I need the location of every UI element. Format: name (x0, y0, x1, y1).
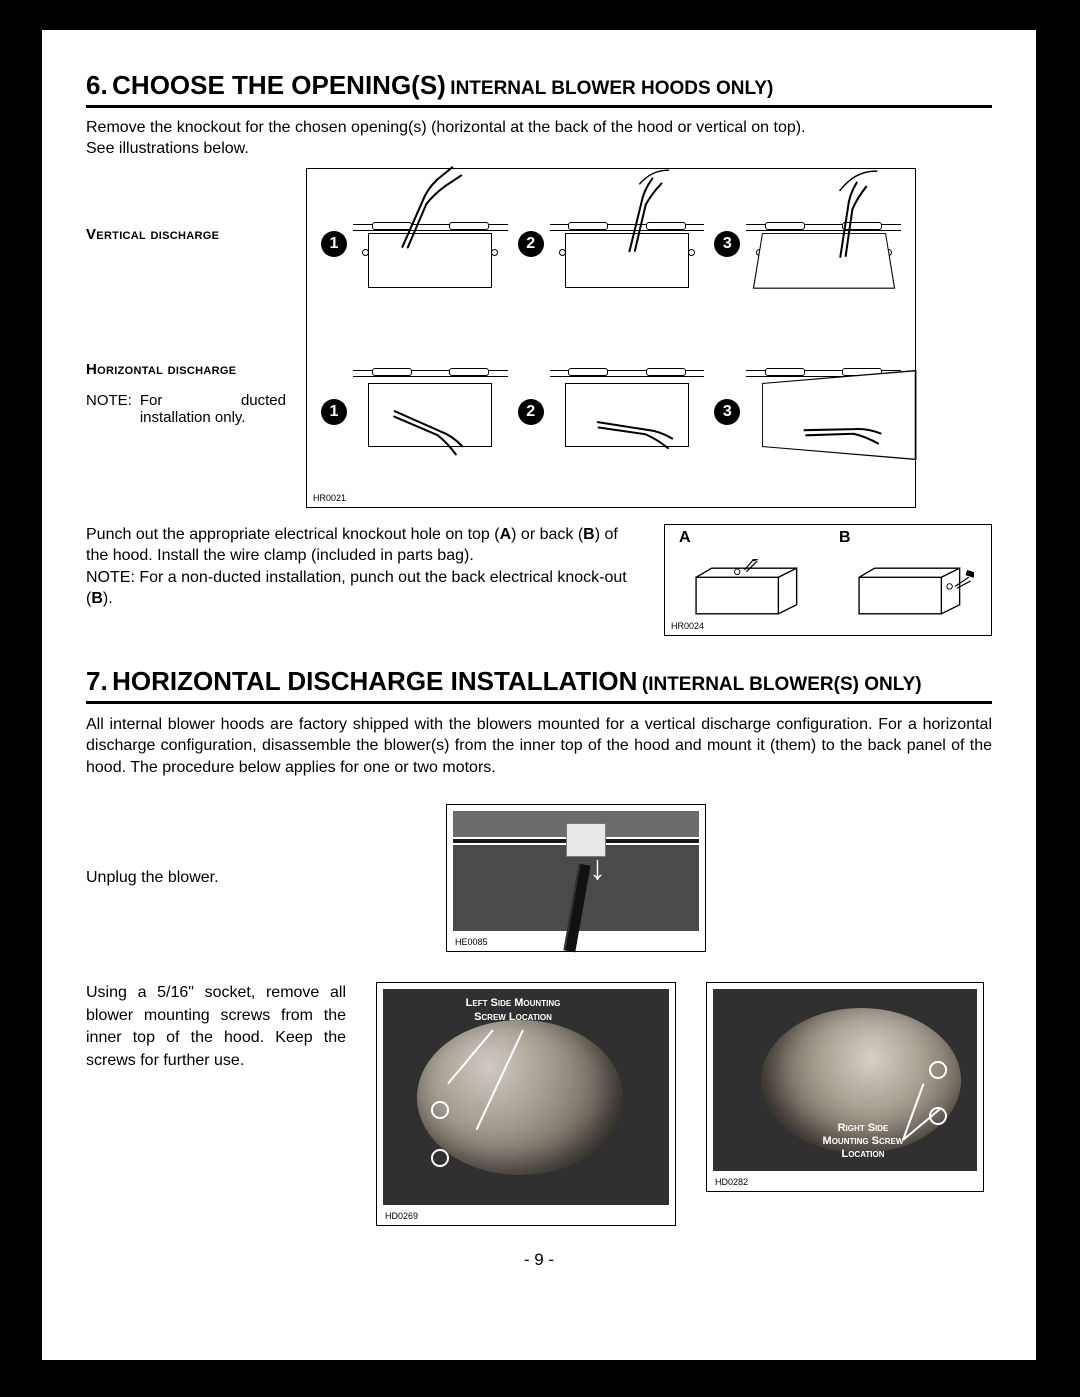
elec-note-end: ). (103, 590, 113, 607)
elec-note: NOTE: For a non-ducted installation, pun… (86, 569, 627, 608)
section6-intro: Remove the knockout for the chosen openi… (86, 118, 992, 160)
elec-text-2: ) or back ( (511, 526, 583, 543)
right-callout-2: Mounting Screw (823, 1135, 904, 1147)
right-callout: Right Side Mounting Screw Location (803, 1122, 923, 1162)
arrow-down-icon: ↓ (589, 849, 606, 888)
section7-sub: (INTERNAL BLOWER(S) ONLY) (642, 674, 922, 695)
section7-num: 7. (86, 666, 108, 696)
right-blower-photo: Right Side Mounting Screw Location HD028… (706, 982, 984, 1192)
step-3b-badge: 3 (714, 399, 740, 425)
knockout-step2-top (550, 189, 705, 299)
section6-heading: 6. CHOOSE THE OPENING(S) INTERNAL BLOWER… (86, 70, 992, 101)
note: NOTE: For ducted installation only. (86, 392, 286, 426)
vertical-discharge-label: Vertical discharge (86, 226, 286, 243)
section7-main: HORIZONTAL DISCHARGE INSTALLATION (112, 666, 637, 696)
knockout-row-horizontal: 1 2 (321, 347, 901, 477)
knockout-step3-bot (746, 357, 901, 467)
divider2 (86, 701, 992, 704)
intro-line1: Remove the knockout for the chosen openi… (86, 119, 806, 136)
left-callout: Left Side Mounting Screw Location (443, 997, 583, 1023)
left-column: Vertical discharge Horizontal discharge … (86, 168, 286, 426)
note-text: For ducted installation only. (140, 392, 286, 426)
section7-para: All internal blower hoods are factory sh… (86, 714, 992, 779)
bold-B2: B (91, 590, 103, 607)
section6-sub: INTERNAL BLOWER HOODS ONLY) (450, 78, 773, 99)
fig1-code: HR0021 (313, 493, 346, 503)
hood-sketch-B (838, 531, 981, 629)
left-callout-1: Left Side Mounting (466, 997, 561, 1009)
section7-heading: 7. HORIZONTAL DISCHARGE INSTALLATION (IN… (86, 666, 992, 697)
elec-text-1: Punch out the appropriate electrical kno… (86, 526, 500, 543)
electrical-knockout-text: Punch out the appropriate electrical kno… (86, 524, 636, 610)
knockout-step1-top (353, 189, 508, 299)
screws-text: Using a 5/16" socket, remove all blower … (86, 982, 346, 1072)
page: 6. CHOOSE THE OPENING(S) INTERNAL BLOWER… (42, 30, 1036, 1360)
intro-line2: See illustrations below. (86, 140, 249, 157)
right-callout-1: Right Side (838, 1122, 889, 1134)
step-1-badge: 1 (321, 231, 347, 257)
fig2-code: HR0024 (671, 621, 704, 631)
bold-A1: A (500, 526, 512, 543)
ab-figure: A B HR0024 (664, 524, 992, 636)
unplug-text: Unplug the blower. (86, 869, 346, 887)
section6-num: 6. (86, 70, 108, 100)
left-code: HD0269 (385, 1211, 418, 1221)
knockout-step3-top (746, 189, 901, 299)
right-code: HD0282 (715, 1177, 748, 1187)
bold-B1: B (583, 526, 595, 543)
note-label: NOTE: (86, 392, 132, 426)
horizontal-discharge-label: Horizontal discharge (86, 361, 286, 378)
left-callout-2: Screw Location (474, 1011, 552, 1023)
knockout-row-vertical: 1 2 (321, 179, 901, 309)
unplug-code: HE0085 (455, 937, 488, 947)
hood-sketch-A (675, 531, 818, 629)
step-2b-badge: 2 (518, 399, 544, 425)
knockout-figure: 1 2 (306, 168, 916, 508)
right-callout-3: Location (841, 1148, 884, 1160)
step-3-badge: 3 (714, 231, 740, 257)
knockout-step1-bot (353, 357, 508, 467)
left-blower-photo: Left Side Mounting Screw Location HD0269 (376, 982, 676, 1226)
divider (86, 105, 992, 108)
section6-main: CHOOSE THE OPENING(S) (112, 70, 446, 100)
page-number: - 9 - (86, 1250, 992, 1270)
step-1b-badge: 1 (321, 399, 347, 425)
unplug-photo: ↓ HE0085 (446, 804, 706, 952)
knockout-step2-bot (550, 357, 705, 467)
step-2-badge: 2 (518, 231, 544, 257)
